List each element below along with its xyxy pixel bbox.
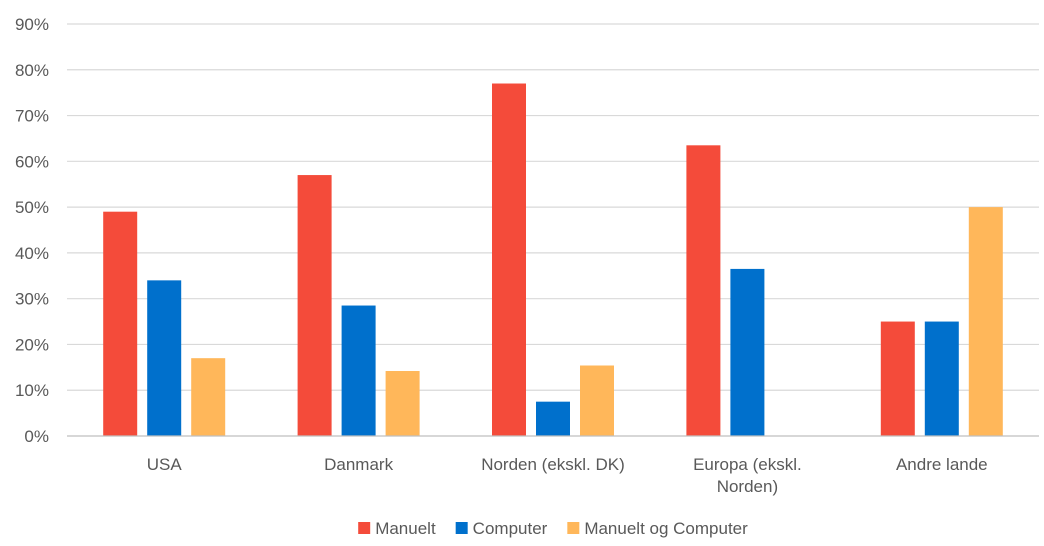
y-tick-label: 40% [15, 244, 49, 263]
bar-manuelt [297, 175, 332, 437]
y-tick-label: 60% [15, 152, 49, 171]
bar-manuelt-og-computer [968, 207, 1003, 436]
legend-swatch [358, 522, 371, 534]
x-category-label: Europa (ekskl. Norden) [693, 455, 802, 496]
x-category-label: Norden (ekskl. DK) [481, 455, 625, 474]
y-tick-label: 30% [15, 290, 49, 309]
bar-computer [536, 401, 570, 436]
bar-manuelt-og-computer [191, 358, 226, 436]
y-tick-label: 20% [15, 335, 49, 354]
legend-item: Computer [455, 519, 548, 538]
x-category-label: USA [147, 455, 183, 474]
legend: Manuelt Computer Manuelt og Computer [358, 519, 748, 538]
legend-item: Manuelt [358, 519, 436, 538]
bar-manuelt [880, 321, 915, 436]
bar-computer [924, 321, 959, 436]
bar-manuelt-og-computer [385, 370, 420, 436]
bar-computer [730, 268, 765, 436]
y-tick-label: 10% [15, 381, 49, 400]
x-category-label: Danmark [324, 455, 393, 474]
y-tick-label: 0% [24, 427, 49, 446]
bar-manuelt [492, 83, 526, 436]
legend-label: Manuelt og Computer [584, 519, 748, 538]
bar-manuelt [103, 211, 138, 436]
legend-swatch [455, 522, 468, 534]
y-tick-label: 50% [15, 198, 49, 217]
gridlines [67, 23, 1039, 391]
legend-label: Computer [473, 519, 548, 538]
bars [103, 83, 1003, 437]
y-tick-label: 70% [15, 107, 49, 126]
bar-computer [147, 280, 182, 436]
bar-manuelt-og-computer [580, 365, 614, 436]
legend-label: Manuelt [375, 519, 436, 538]
y-tick-label: 80% [15, 61, 49, 80]
bar-manuelt [686, 145, 721, 437]
y-axis-tick-labels: 0% 10% 20% 30% 40% 50% 60% 70% 80% 90% [15, 15, 49, 446]
x-category-label: Andre lande [896, 455, 988, 474]
legend-swatch [567, 522, 580, 534]
x-axis-category-labels: USA Danmark Norden (ekskl. DK) Europa (eksk… [147, 455, 988, 496]
legend-item: Manuelt og Computer [567, 519, 748, 538]
bar-computer [341, 305, 376, 436]
y-tick-label: 90% [15, 15, 49, 34]
